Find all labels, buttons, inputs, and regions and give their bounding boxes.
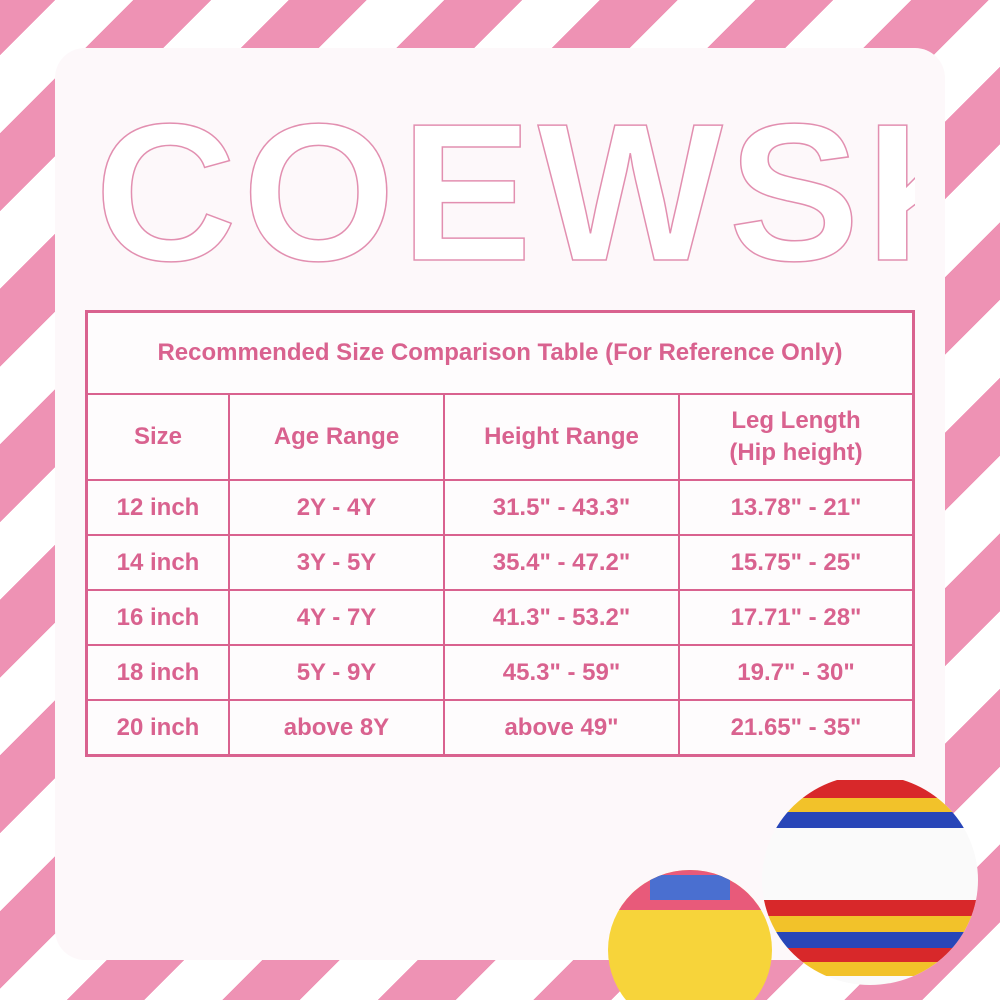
table-cell: above 49" xyxy=(443,699,680,757)
table-row: 20 inch above 8Y above 49" 21.65" - 35" xyxy=(85,699,915,757)
table-cell: 2Y - 4Y xyxy=(228,479,445,536)
table-cell: 45.3" - 59" xyxy=(443,644,680,701)
table-cell: 14 inch xyxy=(85,534,230,591)
table-cell: 20 inch xyxy=(85,699,230,757)
brand-logo: COEWSKE xyxy=(95,108,915,268)
large-balloon xyxy=(762,780,978,985)
table-cell: 5Y - 9Y xyxy=(228,644,445,701)
table-row: 16 inch 4Y - 7Y 41.3" - 53.2" 17.71" - 28" xyxy=(85,589,915,646)
table-cell: 15.75" - 25" xyxy=(678,534,915,591)
header-height: Height Range xyxy=(443,393,680,481)
table-cell: above 8Y xyxy=(228,699,445,757)
hot-air-balloons-image xyxy=(608,780,978,1000)
table-cell: 3Y - 5Y xyxy=(228,534,445,591)
header-size: Size xyxy=(85,393,230,481)
table-cell: 4Y - 7Y xyxy=(228,589,445,646)
table-cell: 19.7" - 30" xyxy=(678,644,915,701)
table-cell: 12 inch xyxy=(85,479,230,536)
table-cell: 35.4" - 47.2" xyxy=(443,534,680,591)
table-cell: 31.5" - 43.3" xyxy=(443,479,680,536)
size-table: Recommended Size Comparison Table (For R… xyxy=(85,310,915,757)
brand-name: COEWSKE xyxy=(95,108,915,268)
table-title: Recommended Size Comparison Table (For R… xyxy=(85,310,915,395)
table-cell: 41.3" - 53.2" xyxy=(443,589,680,646)
table-row: 18 inch 5Y - 9Y 45.3" - 59" 19.7" - 30" xyxy=(85,644,915,701)
header-age: Age Range xyxy=(228,393,445,481)
small-balloon xyxy=(608,870,772,1000)
table-cell: 21.65" - 35" xyxy=(678,699,915,757)
table-row: 14 inch 3Y - 5Y 35.4" - 47.2" 15.75" - 25" xyxy=(85,534,915,591)
table-cell: 17.71" - 28" xyxy=(678,589,915,646)
table-cell: 18 inch xyxy=(85,644,230,701)
table-row: 12 inch 2Y - 4Y 31.5" - 43.3" 13.78" - 21" xyxy=(85,479,915,536)
header-leg: Leg Length (Hip height) xyxy=(678,393,915,481)
table-cell: 16 inch xyxy=(85,589,230,646)
table-cell: 13.78" - 21" xyxy=(678,479,915,536)
header-row: Size Age Range Height Range Leg Length (… xyxy=(85,393,915,481)
